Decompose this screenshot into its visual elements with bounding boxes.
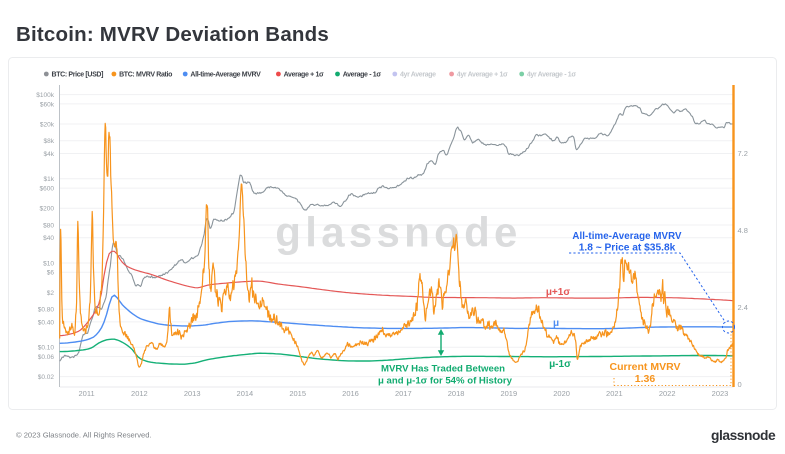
svg-text:$0.80: $0.80: [38, 307, 55, 314]
svg-text:$0.06: $0.06: [38, 354, 55, 361]
svg-text:2012: 2012: [131, 389, 148, 398]
svg-text:$40: $40: [43, 235, 54, 242]
svg-text:0: 0: [738, 380, 742, 389]
svg-text:Bitcoin: MVRV Deviation Bands: Bitcoin: MVRV Deviation Bands: [16, 23, 329, 46]
svg-text:μ and μ-1σ for 54% of History: μ and μ-1σ for 54% of History: [378, 376, 513, 387]
svg-text:$20k: $20k: [40, 121, 55, 128]
svg-text:4yr Average: 4yr Average: [400, 72, 436, 79]
svg-text:4yr Average - 1σ: 4yr Average - 1σ: [527, 72, 576, 79]
svg-text:μ: μ: [553, 318, 559, 329]
svg-text:2015: 2015: [289, 389, 306, 398]
svg-text:1.36: 1.36: [635, 373, 656, 385]
svg-text:$200: $200: [40, 206, 55, 213]
svg-text:$100k: $100k: [36, 92, 54, 99]
svg-text:Average - 1σ: Average - 1σ: [343, 72, 382, 79]
svg-text:$6: $6: [47, 270, 55, 277]
svg-text:2016: 2016: [342, 389, 359, 398]
svg-text:$1k: $1k: [44, 176, 55, 183]
svg-text:All-time-Average MVRV: All-time-Average MVRV: [190, 72, 261, 79]
svg-text:$8k: $8k: [44, 138, 55, 145]
svg-text:$4k: $4k: [44, 151, 55, 158]
svg-text:2023: 2023: [712, 389, 729, 398]
svg-text:2017: 2017: [395, 389, 412, 398]
svg-text:2022: 2022: [659, 389, 676, 398]
svg-text:4yr Average + 1σ: 4yr Average + 1σ: [457, 72, 508, 79]
svg-text:Current MVRV: Current MVRV: [610, 361, 681, 373]
svg-text:BTC: Price [USD]: BTC: Price [USD]: [52, 72, 104, 79]
svg-text:2019: 2019: [500, 389, 517, 398]
svg-text:μ-1σ: μ-1σ: [549, 359, 571, 370]
svg-text:μ+1σ: μ+1σ: [546, 287, 571, 298]
svg-text:1.8 ~ Price at $35.8k: 1.8 ~ Price at $35.8k: [579, 243, 676, 254]
svg-text:$600: $600: [40, 186, 55, 193]
svg-text:Average + 1σ: Average + 1σ: [284, 72, 324, 79]
svg-text:$0.02: $0.02: [38, 374, 55, 381]
svg-text:All-time-Average MVRV: All-time-Average MVRV: [572, 231, 682, 242]
svg-text:$0.40: $0.40: [38, 319, 55, 326]
svg-text:4.8: 4.8: [738, 226, 748, 235]
svg-text:$0.10: $0.10: [38, 345, 55, 352]
svg-text:2013: 2013: [184, 389, 201, 398]
svg-text:2018: 2018: [448, 389, 465, 398]
svg-text:$80: $80: [43, 222, 54, 229]
svg-text:glassnode: glassnode: [711, 428, 776, 443]
svg-text:2014: 2014: [237, 389, 254, 398]
svg-text:BTC: MVRV Ratio: BTC: MVRV Ratio: [119, 72, 172, 79]
svg-text:2021: 2021: [606, 389, 623, 398]
svg-text:2.4: 2.4: [738, 303, 748, 312]
svg-text:$10: $10: [43, 260, 54, 267]
svg-text:© 2023 Glassnode. All Rights R: © 2023 Glassnode. All Rights Reserved.: [16, 431, 152, 440]
svg-text:2020: 2020: [553, 389, 570, 398]
svg-text:7.2: 7.2: [738, 149, 748, 158]
svg-text:$60k: $60k: [40, 101, 55, 108]
svg-text:MVRV Has Traded Between: MVRV Has Traded Between: [381, 364, 505, 375]
svg-text:2011: 2011: [79, 389, 95, 398]
svg-text:glassnode: glassnode: [275, 209, 521, 256]
svg-text:$2: $2: [47, 290, 55, 297]
